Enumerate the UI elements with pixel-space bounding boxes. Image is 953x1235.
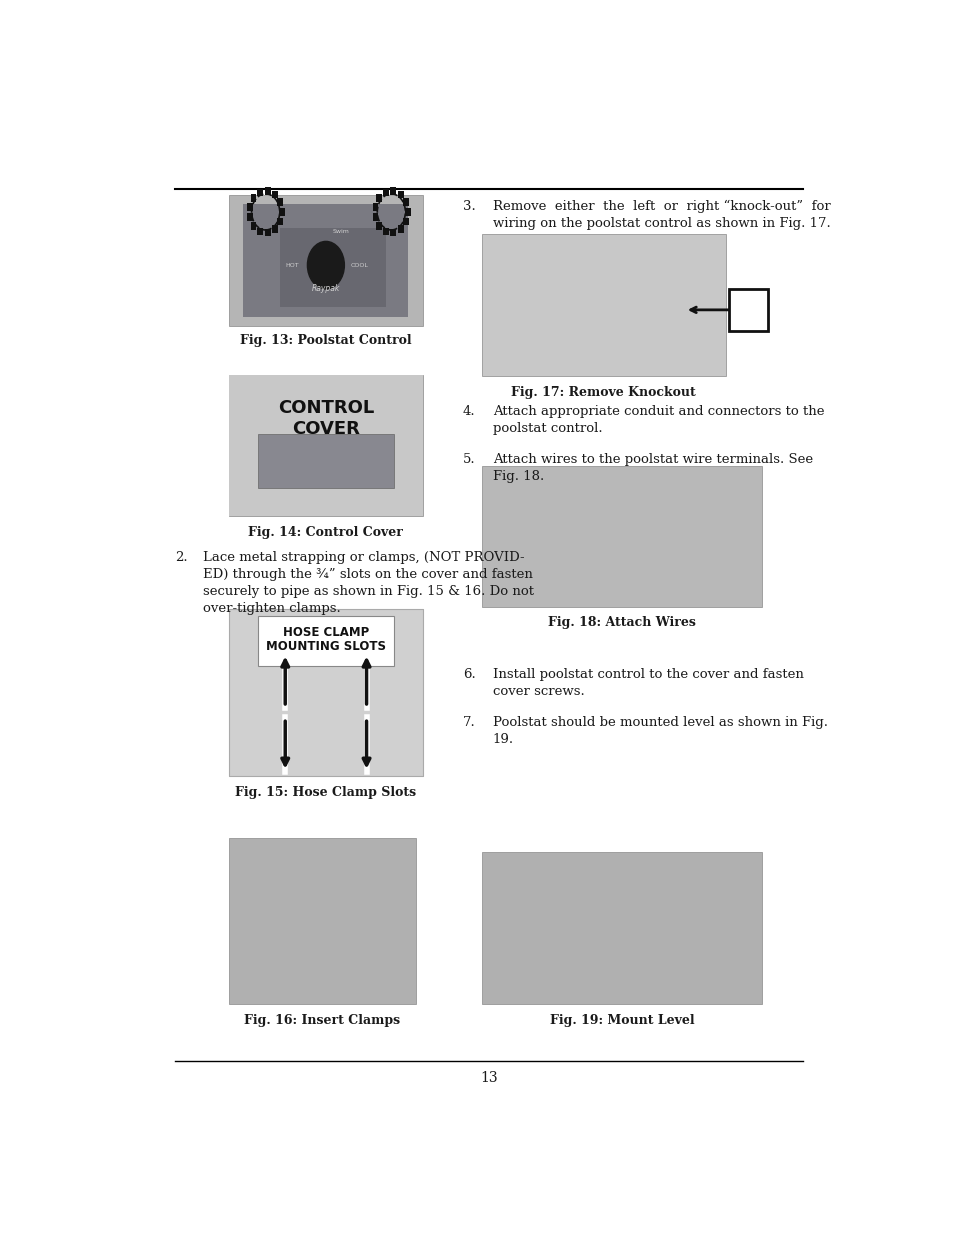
Circle shape (307, 241, 344, 289)
Text: Fig. 17: Remove Knockout: Fig. 17: Remove Knockout (511, 385, 695, 399)
Bar (397, 225, 403, 233)
Bar (251, 222, 256, 230)
Bar (397, 191, 403, 199)
Text: 5.: 5. (462, 452, 476, 466)
Bar (272, 225, 277, 233)
Bar (390, 228, 395, 236)
Bar (229, 375, 423, 516)
Text: Attach appropriate conduit and connectors to the
poolstat control.: Attach appropriate conduit and connector… (492, 405, 823, 435)
Bar (272, 191, 277, 199)
Text: HOSE CLAMP
MOUNTING SLOTS: HOSE CLAMP MOUNTING SLOTS (266, 626, 386, 653)
Bar (251, 194, 256, 201)
Bar (280, 228, 386, 308)
Bar (373, 203, 378, 211)
Text: HOT: HOT (286, 263, 299, 268)
Bar (258, 435, 394, 488)
Bar (375, 222, 382, 230)
Bar (258, 616, 394, 667)
Text: Swim: Swim (332, 230, 349, 235)
Bar (276, 199, 283, 206)
Bar (256, 227, 263, 236)
Bar (247, 203, 253, 211)
Bar (375, 194, 382, 201)
Bar (264, 188, 271, 195)
Bar (404, 209, 410, 216)
Text: Fig. 14: Control Cover: Fig. 14: Control Cover (248, 526, 402, 538)
Bar (229, 609, 423, 776)
Bar (276, 217, 283, 226)
Text: Install poolstat control to the cover and fasten
cover screws.: Install poolstat control to the cover an… (492, 668, 802, 698)
Text: Fig. 16: Insert Clamps: Fig. 16: Insert Clamps (244, 1014, 399, 1026)
Bar (373, 214, 378, 221)
Bar (264, 228, 271, 236)
Text: Attach wires to the poolstat wire terminals. See
Fig. 18.: Attach wires to the poolstat wire termin… (492, 452, 812, 483)
Bar (229, 837, 416, 1004)
Bar (229, 375, 423, 516)
Text: CONTROL
COVER: CONTROL COVER (277, 399, 374, 438)
Bar (728, 289, 767, 331)
Bar (402, 217, 408, 226)
Text: 7.: 7. (462, 716, 476, 729)
Bar (229, 609, 423, 776)
Text: Fig. 19: Mount Level: Fig. 19: Mount Level (549, 1014, 694, 1026)
Text: Lace metal strapping or clamps, (NOT PROVID-
ED) through the ¾” slots on the cov: Lace metal strapping or clamps, (NOT PRO… (203, 551, 534, 615)
Text: 6.: 6. (462, 668, 476, 682)
Bar (247, 214, 253, 221)
Bar (382, 227, 388, 236)
Text: 4.: 4. (462, 405, 476, 417)
Bar (481, 466, 761, 606)
Bar (481, 233, 724, 377)
Text: Raypak: Raypak (312, 284, 339, 294)
Text: 13: 13 (479, 1071, 497, 1086)
Text: Remove  either  the  left  or  right “knock-out”  for
wiring on the poolstat con: Remove either the left or right “knock-o… (492, 200, 829, 230)
Bar (402, 199, 408, 206)
Bar (382, 189, 388, 196)
Text: Fig. 18: Attach Wires: Fig. 18: Attach Wires (547, 616, 696, 629)
Bar (481, 852, 761, 1004)
Bar (256, 189, 263, 196)
Text: Fig. 13: Poolstat Control: Fig. 13: Poolstat Control (239, 333, 411, 347)
Text: COOL: COOL (350, 263, 368, 268)
Bar (229, 195, 423, 326)
Text: Fig. 15: Hose Clamp Slots: Fig. 15: Hose Clamp Slots (234, 787, 416, 799)
Bar (278, 209, 285, 216)
Bar (243, 204, 408, 316)
Text: 3.: 3. (462, 200, 476, 212)
Text: Poolstat should be mounted level as shown in Fig.
19.: Poolstat should be mounted level as show… (492, 716, 827, 746)
Bar (390, 188, 395, 195)
Text: 2.: 2. (174, 551, 187, 564)
